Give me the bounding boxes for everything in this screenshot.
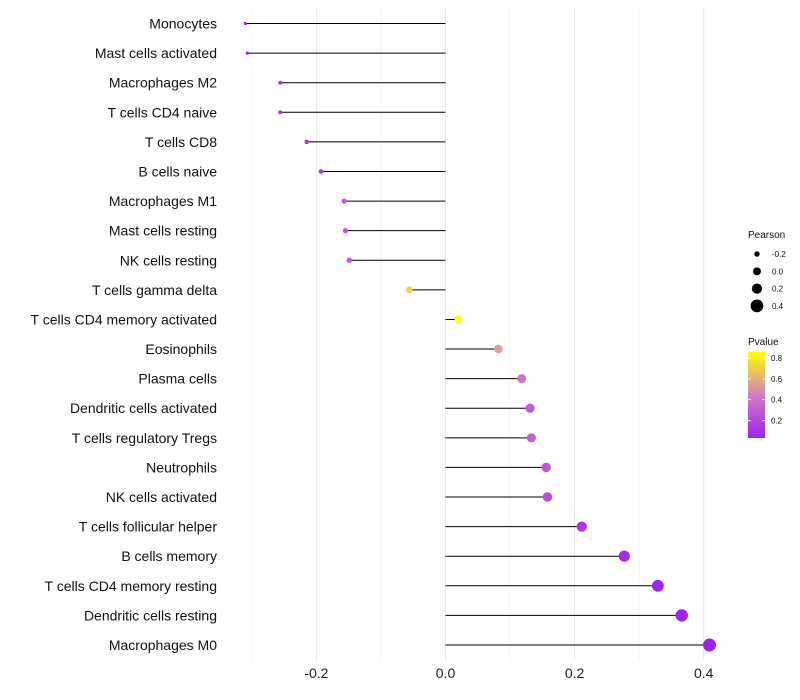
x-tick-label: -0.2 (304, 665, 328, 681)
color-legend-label: 0.4 (771, 396, 783, 405)
size-legend-label: 0.4 (772, 302, 784, 311)
y-tick-label: Eosinophils (145, 341, 217, 357)
data-point (278, 80, 283, 85)
data-point (454, 315, 463, 324)
data-point (245, 51, 249, 55)
y-axis-labels: Monocytes Mast cells activated Macrophages… (31, 16, 218, 654)
size-legend-title: Pearson (748, 230, 785, 241)
data-point (542, 492, 553, 502)
color-legend-bar (748, 352, 765, 438)
y-tick-label: T cells CD8 (145, 134, 217, 150)
x-tick-label: 0.4 (694, 665, 714, 681)
color-legend-label: 0.6 (771, 375, 783, 384)
size-legend-key (753, 267, 761, 276)
y-tick-label: B cells naive (138, 163, 217, 179)
color-legend-label: 0.8 (771, 354, 783, 363)
size-legend-key (754, 251, 760, 257)
y-tick-label: Dendritic cells resting (84, 607, 217, 623)
y-tick-label: Macrophages M2 (109, 75, 217, 91)
y-tick-label: Macrophages M0 (109, 637, 217, 653)
data-point (406, 286, 413, 294)
y-tick-label: Monocytes (149, 16, 217, 32)
y-tick-label: T cells gamma delta (92, 282, 217, 298)
y-tick-label: T cells CD4 memory activated (31, 311, 217, 327)
y-tick-label: Mast cells activated (95, 45, 217, 61)
data-point (526, 433, 536, 443)
x-tick-label: 0.2 (565, 665, 585, 681)
data-point (278, 110, 283, 115)
size-legend-label: 0.0 (772, 267, 784, 276)
y-tick-label: T cells follicular helper (79, 519, 218, 535)
y-tick-label: NK cells activated (106, 489, 217, 505)
size-legend-key (750, 299, 764, 313)
data-point (243, 21, 247, 26)
data-point (318, 169, 324, 174)
pearson-size-legend: Pearson -0.2 0.0 0.2 0.4 (748, 230, 786, 313)
data-point (341, 198, 347, 204)
y-tick-label: T cells regulatory Tregs (72, 430, 217, 446)
y-tick-label: Dendritic cells activated (70, 400, 217, 416)
data-point (541, 462, 551, 473)
x-tick-label: 0.0 (436, 665, 456, 681)
x-axis-ticks: -0.2 0.0 0.2 0.4 (304, 665, 713, 681)
data-point (703, 638, 717, 652)
data-point (525, 403, 535, 413)
lollipop-dots (243, 21, 717, 652)
data-point (651, 579, 664, 592)
color-legend-label: 0.2 (771, 416, 783, 425)
y-tick-label: Plasma cells (138, 371, 217, 387)
y-tick-label: NK cells resting (120, 252, 217, 268)
data-point (675, 609, 688, 622)
data-point (576, 521, 587, 532)
y-tick-label: B cells memory (121, 548, 217, 564)
pvalue-color-legend: Pvalue 0.8 0.6 0.4 0.2 (748, 337, 783, 438)
size-legend-label: 0.2 (772, 285, 784, 294)
lollipop-stems (245, 23, 710, 646)
data-point (346, 257, 352, 263)
data-point (618, 550, 630, 562)
data-point (342, 228, 349, 234)
data-point (304, 139, 309, 145)
y-tick-label: T cells CD4 memory resting (45, 578, 217, 594)
data-point (494, 344, 503, 354)
size-legend-key (751, 283, 763, 294)
size-legend-label: -0.2 (772, 250, 786, 259)
y-tick-label: T cells CD4 naive (108, 104, 218, 120)
y-tick-label: Neutrophils (146, 459, 217, 475)
y-tick-label: Mast cells resting (109, 223, 217, 239)
y-tick-label: Macrophages M1 (109, 193, 217, 209)
color-legend-title: Pvalue (748, 337, 779, 348)
data-point (517, 374, 527, 384)
grid-lines (251, 8, 705, 660)
